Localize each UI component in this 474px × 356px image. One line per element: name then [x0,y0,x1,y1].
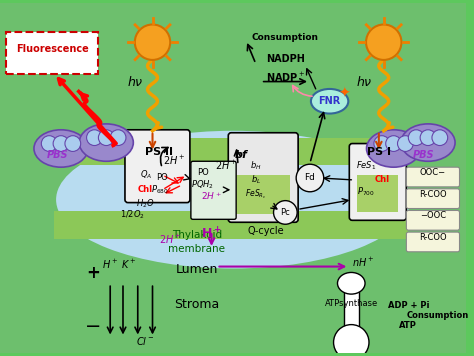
Text: $h\nu$: $h\nu$ [356,74,373,89]
Circle shape [432,130,448,146]
Text: Consumption: Consumption [407,311,469,320]
Ellipse shape [56,131,410,268]
Text: $K^+$: $K^+$ [121,257,137,271]
FancyBboxPatch shape [191,161,236,219]
Ellipse shape [337,272,365,294]
Text: $FeS_1$: $FeS_1$ [356,159,376,172]
Text: $P_{700}$: $P_{700}$ [357,186,375,198]
FancyBboxPatch shape [406,210,459,230]
Circle shape [53,136,69,151]
Bar [54,138,408,165]
Text: NADPH: NADPH [266,54,305,64]
Text: $P_{680}$: $P_{680}$ [152,184,169,196]
Circle shape [296,164,324,192]
Text: PS I: PS I [367,147,391,157]
Text: PO: PO [156,173,168,182]
Text: NADP$^+$: NADP$^+$ [266,70,305,84]
Ellipse shape [34,130,88,167]
Text: $2H^+$: $2H^+$ [163,154,185,167]
Text: Stroma: Stroma [174,298,219,311]
Text: $b_H$: $b_H$ [250,159,262,172]
Text: Chl: Chl [374,175,389,184]
Text: −: − [85,318,101,336]
Text: $nH^+$: $nH^+$ [352,256,375,268]
Ellipse shape [401,124,455,161]
Circle shape [273,201,297,224]
Text: R-COO: R-COO [419,233,447,242]
Text: PBS: PBS [46,150,68,160]
FancyBboxPatch shape [6,32,99,74]
Bar [54,211,408,239]
Circle shape [366,25,401,60]
FancyBboxPatch shape [349,143,406,220]
Text: PO: PO [197,168,209,177]
Text: $h\nu$: $h\nu$ [128,74,144,89]
Bar [345,288,359,337]
Text: Fluorescence: Fluorescence [16,44,89,54]
Text: Consumption: Consumption [252,33,319,42]
Bar [236,175,290,214]
Circle shape [420,130,436,146]
Circle shape [87,130,102,146]
FancyBboxPatch shape [406,232,459,252]
Text: R-COO: R-COO [419,190,447,199]
Text: $H^+$: $H^+$ [102,257,118,271]
Circle shape [334,325,369,356]
Text: $Q_A$: $Q_A$ [139,168,152,180]
Text: +: + [87,265,100,282]
Circle shape [99,130,114,146]
Text: Q-cycle: Q-cycle [247,226,284,236]
Text: −OOC: −OOC [420,211,446,220]
FancyBboxPatch shape [406,189,459,209]
Ellipse shape [79,124,133,161]
Text: Lumen: Lumen [175,263,218,277]
Ellipse shape [311,89,348,114]
FancyBboxPatch shape [125,130,190,203]
Text: Pc: Pc [281,208,290,217]
Text: ✦: ✦ [338,87,350,100]
Text: $1/2O_2$: $1/2O_2$ [120,208,146,221]
Text: PS II: PS II [146,147,173,157]
Text: $FeS_{R_c}$: $FeS_{R_c}$ [245,188,267,201]
Ellipse shape [366,130,420,167]
Text: OOC−: OOC− [420,168,446,177]
FancyBboxPatch shape [406,167,459,187]
Circle shape [65,136,81,151]
Text: $Cl^-$: $Cl^-$ [137,335,155,347]
Circle shape [135,25,170,60]
Text: $PQH_2$: $PQH_2$ [191,179,214,191]
Text: ADP + Pi: ADP + Pi [388,301,429,310]
Text: $2H^+$: $2H^+$ [159,233,182,246]
Bar [357,175,399,213]
Text: $\mathbf{H^+}$: $\mathbf{H^+}$ [201,227,222,242]
Text: $2H^+$: $2H^+$ [201,190,222,201]
FancyBboxPatch shape [228,133,298,222]
Circle shape [110,130,126,146]
Text: Thylakoid
membrane: Thylakoid membrane [168,230,225,253]
Text: $H_2O$: $H_2O$ [137,198,155,210]
Circle shape [398,136,413,151]
Circle shape [41,136,57,151]
Text: bf: bf [235,150,247,160]
Text: Fd: Fd [304,173,315,183]
Text: $2H^+$: $2H^+$ [215,159,237,172]
Text: ATPsynthase: ATPsynthase [325,299,378,308]
Circle shape [408,130,424,146]
Circle shape [386,136,401,151]
Text: Chl: Chl [138,185,153,194]
Text: ATP: ATP [400,320,417,330]
Text: $b_L$: $b_L$ [251,174,261,187]
Text: PBS: PBS [412,150,434,160]
Text: FNR: FNR [319,96,341,106]
Circle shape [374,136,390,151]
